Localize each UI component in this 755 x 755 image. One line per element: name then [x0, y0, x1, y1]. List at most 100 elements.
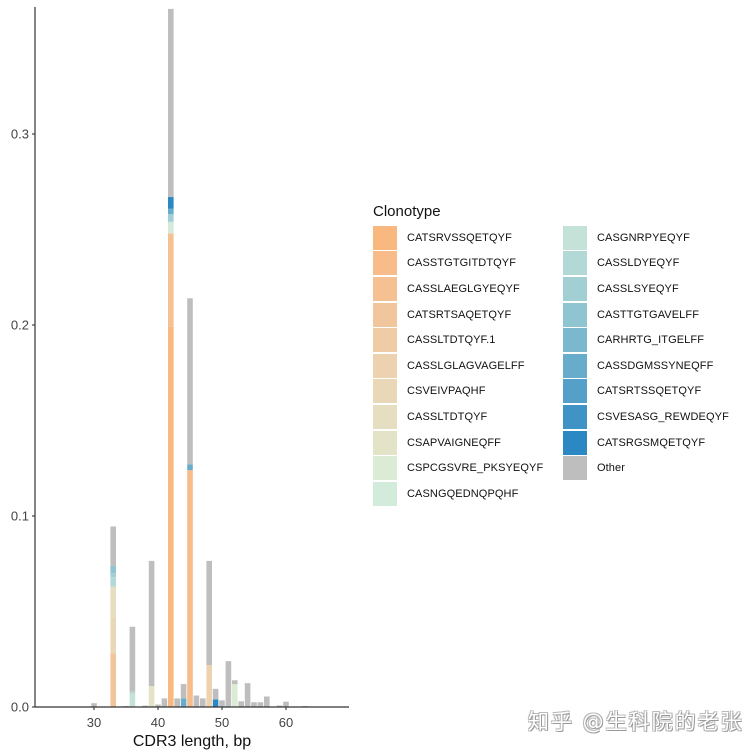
bar-43	[174, 698, 180, 707]
bar-segment	[238, 701, 244, 707]
bar-36	[129, 626, 136, 707]
legend-item: Other	[563, 455, 753, 481]
y-tick-label: 0.3	[11, 127, 29, 142]
bar-33	[110, 526, 116, 707]
bar-segment	[148, 560, 155, 686]
bar-segment	[110, 653, 116, 707]
bar-segment	[155, 704, 161, 707]
x-tick-label: 60	[279, 715, 293, 730]
bar-segment	[225, 661, 232, 707]
bar-52	[232, 680, 238, 707]
bar-segment	[193, 695, 200, 707]
x-tick-label: 30	[87, 715, 101, 730]
bar-50	[219, 700, 225, 707]
legend-label: CSAPVAIGNEQFF	[407, 436, 501, 449]
legend-item: CASSLSYEQYF	[563, 276, 753, 302]
bar-45	[187, 298, 193, 707]
legend-label: CASSLTDTQYF	[407, 410, 488, 423]
bar-segment	[142, 705, 148, 707]
bar-segment	[110, 565, 116, 574]
bar-segment	[110, 586, 116, 618]
legend-label: CASSLAEGLGYEQYF	[407, 282, 520, 295]
legend-label: Other	[597, 462, 626, 475]
legend-item: CASSTGTGITDTQYF	[373, 251, 563, 277]
legend-color-swatch	[373, 251, 397, 276]
bar-segment	[168, 197, 174, 209]
bar-51	[225, 661, 232, 707]
legend-column-2: CASGNRPYEQYF CASSLDYEQYF CASSLSYEQYF CASTTG…	[563, 225, 753, 507]
bar-segment	[200, 698, 206, 707]
legend-label: CASSLGLAGVAGELFF	[407, 359, 525, 372]
legend-color-swatch	[563, 404, 587, 429]
bar-segment	[129, 693, 136, 707]
bar-48	[206, 560, 212, 707]
bar-57	[264, 696, 270, 707]
bar-segment	[168, 221, 174, 234]
bar-49	[212, 688, 219, 707]
bar-segment	[283, 701, 289, 707]
legend-item: CSVESASG_REWDEQYF	[563, 404, 753, 430]
legend-color-swatch	[373, 302, 397, 327]
bar-segment	[168, 326, 174, 707]
legend-label: CASSLDYEQYF	[597, 257, 680, 270]
bar-30	[91, 703, 97, 707]
bar-segment	[251, 702, 257, 707]
bar-segment	[110, 526, 116, 566]
legend-color-swatch	[373, 379, 397, 404]
bar-60	[283, 701, 289, 707]
legend-item: CATSRTSSQETQYF	[563, 379, 753, 405]
bar-segment	[276, 705, 283, 707]
bar-segment	[219, 700, 225, 707]
bar-segment	[232, 684, 238, 707]
bar-46	[193, 695, 200, 707]
legend-label: CATSRGSMQETQYF	[597, 436, 706, 449]
legend-item: CSPCGSVRE_PKSYEQYF	[373, 455, 563, 481]
legend-color-swatch	[373, 481, 397, 506]
legend-column-1: CATSRVSSQETQYF CASSTGTGITDTQYF CASSLAEGLGY…	[373, 225, 563, 507]
legend-item: CASSLGLAGVAGELFF	[373, 353, 563, 379]
bar-segment	[129, 626, 136, 692]
legend-color-swatch	[563, 251, 587, 276]
bar-segment	[206, 560, 212, 665]
legend-label: CASSDGMSSYNEQFF	[597, 359, 714, 372]
bar-54	[244, 683, 251, 708]
bar-47	[200, 698, 206, 707]
bar-40	[155, 704, 161, 707]
legend-title: Clonotype	[373, 203, 441, 220]
legend-color-swatch	[563, 456, 587, 481]
bar-segment	[187, 298, 193, 465]
legend-color-swatch	[563, 353, 587, 378]
legend-color-swatch	[373, 456, 397, 481]
legend-label: CSVEIVPAQHF	[407, 385, 486, 398]
y-tick-label: 0.0	[11, 700, 29, 715]
bar-segment	[168, 8, 174, 198]
legend: Clonotype CATSRVSSQETQYF CASSTGTGITDTQYF C…	[373, 203, 753, 507]
bar-segment	[257, 702, 264, 707]
bar-segment	[232, 680, 238, 685]
legend-label: CARHRTG_ITGELFF	[597, 334, 705, 347]
bar-55	[251, 702, 257, 707]
legend-item: CASSLAEGLGYEQYF	[373, 276, 563, 302]
stacked-bars	[91, 8, 308, 708]
bar-segment	[174, 698, 180, 707]
bar-segment	[180, 698, 187, 707]
y-tick-label: 0.2	[11, 318, 29, 333]
legend-label: CATSRVSSQETQYF	[407, 231, 512, 244]
legend-item: CASSLTDTQYF.1	[373, 327, 563, 353]
bar-segment	[180, 684, 187, 699]
bar-segment	[148, 685, 155, 707]
bar-segment	[168, 208, 174, 215]
legend-color-swatch	[373, 404, 397, 429]
legend-label: CASSLTDTQYF.1	[407, 334, 496, 347]
bar-segment	[129, 691, 136, 694]
legend-item: CASNGQEDNQPQHF	[373, 481, 563, 507]
legend-color-swatch	[373, 353, 397, 378]
legend-label: CATSRTSAQETQYF	[407, 308, 512, 321]
legend-color-swatch	[373, 430, 397, 455]
bar-41	[161, 698, 168, 707]
bar-segment	[244, 683, 251, 708]
bar-53	[238, 701, 244, 707]
bar-38	[142, 705, 148, 707]
legend-color-swatch	[563, 430, 587, 455]
bar-segment	[168, 233, 174, 327]
